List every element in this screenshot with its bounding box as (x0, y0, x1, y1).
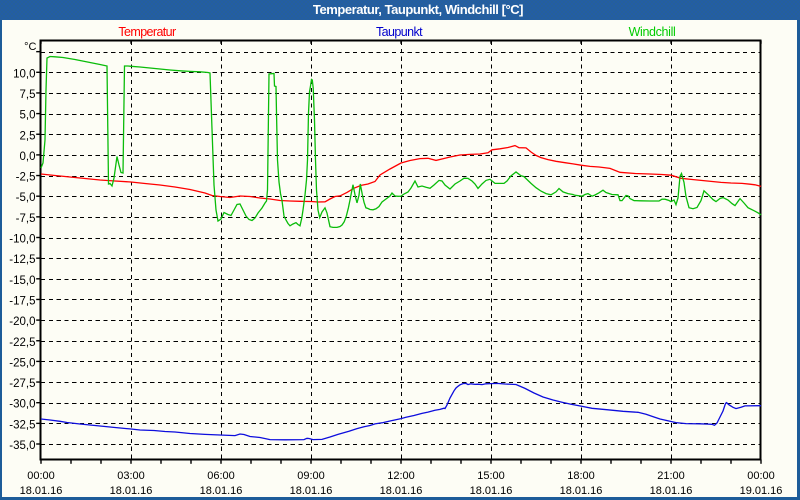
svg-text:12:00: 12:00 (387, 470, 415, 482)
svg-text:18.01.16: 18.01.16 (290, 485, 333, 497)
svg-text:18:00: 18:00 (567, 470, 595, 482)
svg-text:-10,0: -10,0 (9, 234, 35, 246)
svg-text:-7,5: -7,5 (16, 213, 36, 225)
svg-text:-2,5: -2,5 (16, 172, 36, 184)
svg-text:-35,0: -35,0 (9, 440, 35, 452)
svg-text:-22,5: -22,5 (9, 337, 35, 349)
svg-text:-12,5: -12,5 (9, 254, 35, 266)
svg-text:15:00: 15:00 (477, 470, 505, 482)
svg-text:5,0: 5,0 (20, 110, 36, 122)
svg-text:-15,0: -15,0 (9, 275, 35, 287)
svg-text:Temperatur: Temperatur (118, 25, 176, 39)
svg-text:-30,0: -30,0 (9, 399, 35, 411)
svg-text:18.01.16: 18.01.16 (20, 485, 63, 497)
svg-text:18.01.16: 18.01.16 (560, 485, 603, 497)
svg-text:18.01.16: 18.01.16 (200, 485, 243, 497)
svg-text:Windchill: Windchill (629, 25, 676, 39)
svg-text:Taupunkt: Taupunkt (376, 25, 423, 39)
svg-text:18.01.16: 18.01.16 (380, 485, 423, 497)
svg-text:19.01.16: 19.01.16 (740, 485, 783, 497)
svg-text:03:00: 03:00 (117, 470, 145, 482)
svg-text:-17,5: -17,5 (9, 295, 35, 307)
svg-text:2,5: 2,5 (20, 130, 36, 142)
svg-text:18.01.16: 18.01.16 (110, 485, 153, 497)
svg-text:00:00: 00:00 (27, 470, 55, 482)
svg-text:09:00: 09:00 (297, 470, 325, 482)
svg-text:-5,0: -5,0 (16, 192, 36, 204)
svg-text:00:00: 00:00 (747, 470, 775, 482)
svg-text:10,0: 10,0 (13, 68, 35, 80)
svg-text:-20,0: -20,0 (9, 316, 35, 328)
svg-text:7,5: 7,5 (20, 89, 36, 101)
svg-text:18.01.16: 18.01.16 (470, 485, 513, 497)
svg-text:21:00: 21:00 (657, 470, 685, 482)
svg-text:-32,5: -32,5 (9, 419, 35, 431)
svg-text:-25,0: -25,0 (9, 357, 35, 369)
svg-text:06:00: 06:00 (207, 470, 235, 482)
svg-text:-27,5: -27,5 (9, 378, 35, 390)
svg-text:18.01.16: 18.01.16 (650, 485, 693, 497)
svg-text:°C: °C (24, 41, 36, 53)
svg-text:0,0: 0,0 (20, 151, 36, 163)
